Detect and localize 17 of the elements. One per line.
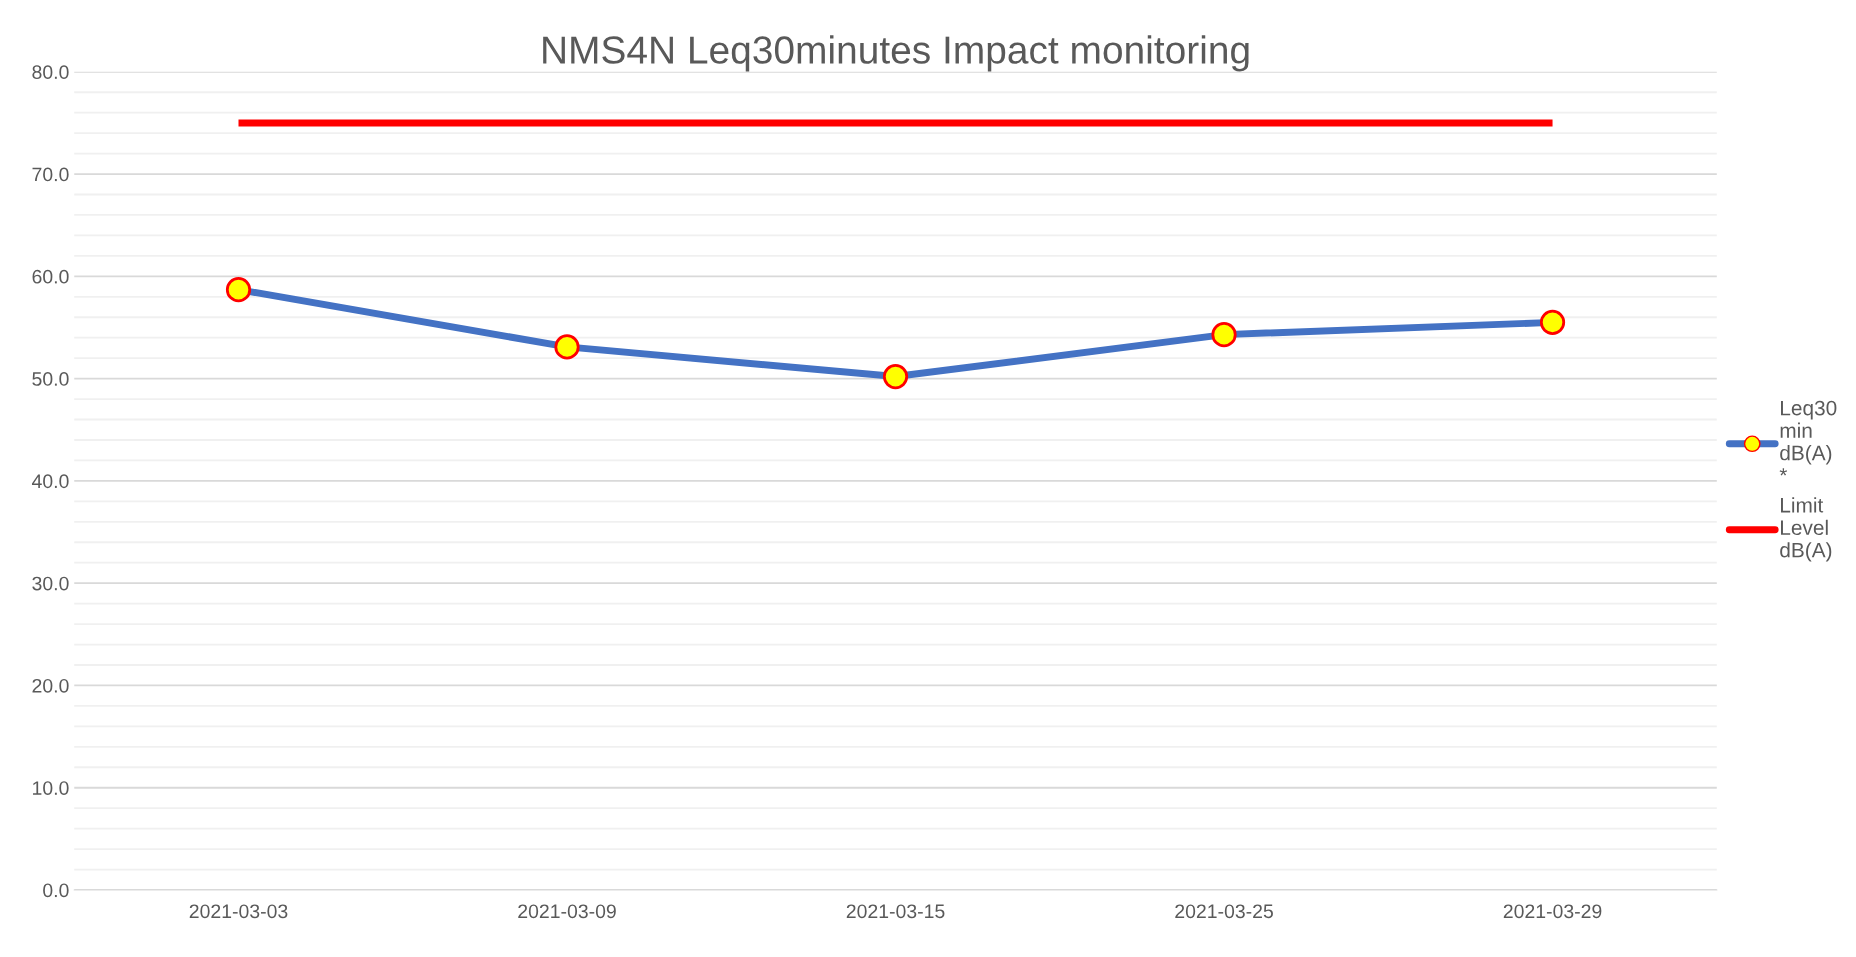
y-tick-label: 80.0 — [32, 65, 69, 80]
chart-title: NMS4N Leq30minutes Impact monitoring — [543, 35, 1249, 72]
y-tick-label: 0.0 — [43, 883, 69, 898]
y-tick-label: 60.0 — [32, 269, 69, 284]
y-tick-label: 30.0 — [32, 576, 69, 591]
x-tick-label: 2021-03-09 — [518, 904, 616, 919]
y-tick-label: 70.0 — [32, 167, 69, 182]
y-tick-label: 50.0 — [32, 372, 69, 386]
x-tick-label: 2021-03-25 — [1175, 904, 1273, 919]
legend-label: Limit Level dB(A) — [1780, 497, 1832, 562]
x-tick-label: 2021-03-03 — [189, 904, 288, 919]
y-tick-label: 20.0 — [32, 678, 69, 693]
legend-label: Leq30 min dB(A) * — [1779, 400, 1837, 476]
y-tick-label: 10.0 — [33, 781, 69, 795]
y-tick-label: 40.0 — [31, 474, 69, 489]
x-tick-label: 2021-03-29 — [1503, 904, 1602, 919]
x-tick-label: 2021-03-15 — [846, 904, 945, 919]
